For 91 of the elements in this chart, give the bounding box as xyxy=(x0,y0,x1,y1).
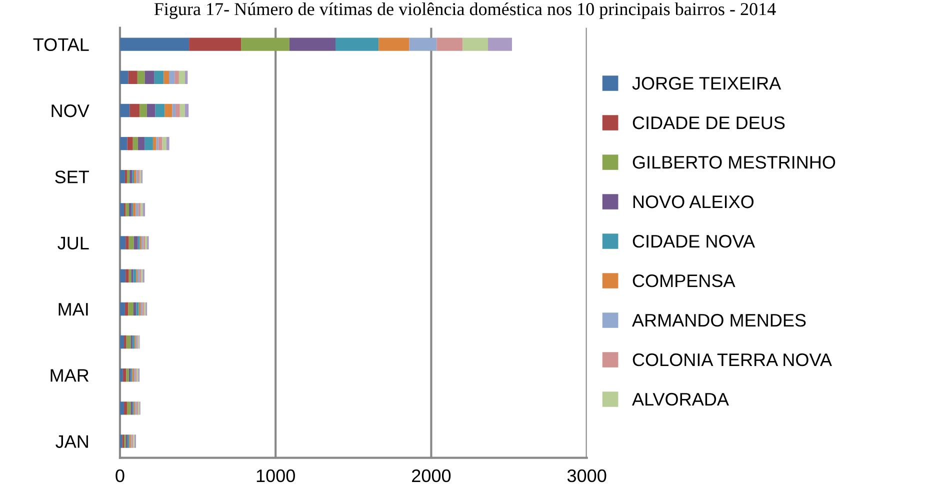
y-tick-label: MAI xyxy=(58,303,88,316)
legend-label: GILBERTO MESTRINHO xyxy=(632,156,836,169)
legend-label: CIDADE DE DEUS xyxy=(632,116,785,130)
legend-label: CIDADE NOVA xyxy=(632,234,756,248)
bar xyxy=(144,136,153,150)
bar xyxy=(136,203,138,216)
bar xyxy=(137,70,145,84)
legend-label: JORGE TEIXEIRA xyxy=(632,76,782,90)
bar xyxy=(120,335,124,349)
bar xyxy=(336,38,379,51)
bar xyxy=(120,136,128,150)
bar xyxy=(289,38,336,51)
legend-label: ALVORADA xyxy=(632,392,729,406)
bar xyxy=(146,104,156,118)
bar xyxy=(128,203,132,216)
bar xyxy=(130,170,132,184)
bar xyxy=(180,104,185,118)
y-tick-label: TOTAL xyxy=(33,38,89,52)
bar xyxy=(126,402,131,415)
bar xyxy=(164,104,172,118)
bar xyxy=(136,302,139,316)
bar xyxy=(120,203,124,216)
bar xyxy=(162,136,166,150)
bar xyxy=(155,104,165,118)
bar xyxy=(133,203,136,216)
bar xyxy=(124,302,128,316)
x-tick-label: 1000 xyxy=(256,469,295,482)
bar xyxy=(172,104,176,118)
bar xyxy=(120,368,123,382)
bar xyxy=(120,38,190,51)
y-tick-label: MAR xyxy=(50,369,89,382)
legend-label: ARMANDO MENDES xyxy=(632,314,806,327)
bar xyxy=(168,70,175,84)
bar xyxy=(126,170,130,184)
y-tick-label: SET xyxy=(55,170,89,184)
bar xyxy=(144,70,154,84)
bar xyxy=(120,269,126,282)
y-tick-label: JAN xyxy=(56,435,88,448)
bar xyxy=(120,402,124,415)
bar xyxy=(120,302,125,316)
bar xyxy=(128,236,134,250)
chart-title: Figura 17- Número de vítimas de violência doméstica nos 10 principais bairros - 2014 xyxy=(154,2,776,19)
bar xyxy=(174,70,179,84)
x-tick-label: 3000 xyxy=(567,469,606,482)
bar xyxy=(158,136,162,150)
bar xyxy=(120,236,126,250)
bar xyxy=(128,302,134,316)
bar xyxy=(133,269,136,282)
bar xyxy=(132,136,138,150)
bar xyxy=(127,136,133,150)
bar xyxy=(164,70,169,84)
bar xyxy=(120,70,128,84)
legend-label: COMPENSA xyxy=(632,274,736,288)
bar xyxy=(378,38,410,51)
bar xyxy=(126,203,129,216)
bar xyxy=(134,170,136,184)
bar xyxy=(142,203,146,216)
bar xyxy=(166,136,170,150)
legend-label: NOVO ALEIXO xyxy=(633,195,754,208)
bar xyxy=(134,236,138,250)
bar xyxy=(134,302,136,316)
bar xyxy=(126,269,129,282)
bar xyxy=(124,402,127,415)
bar xyxy=(154,70,164,84)
y-tick-label: JUL xyxy=(58,236,89,250)
bar xyxy=(409,38,437,51)
bar xyxy=(122,368,126,382)
bar xyxy=(140,104,147,118)
bar xyxy=(462,38,488,51)
bar xyxy=(126,335,131,349)
bar xyxy=(138,136,145,150)
x-tick-label: 0 xyxy=(116,469,124,482)
bar xyxy=(120,170,125,184)
bar xyxy=(130,104,140,118)
bar xyxy=(436,38,463,51)
bar xyxy=(152,136,156,150)
bar xyxy=(189,38,242,51)
bar xyxy=(128,70,138,84)
bar xyxy=(488,38,512,51)
bar xyxy=(178,70,186,84)
x-tick-label: 2000 xyxy=(412,469,451,482)
bar xyxy=(120,434,122,448)
y-tick-label: NOV xyxy=(52,104,90,118)
bar xyxy=(241,38,290,51)
bar xyxy=(176,104,180,118)
bar xyxy=(185,70,188,84)
legend-label: COLONIA TERRA NOVA xyxy=(632,353,832,366)
bar xyxy=(126,368,129,382)
bar xyxy=(126,236,129,250)
bar xyxy=(184,104,189,118)
bar xyxy=(120,104,130,118)
